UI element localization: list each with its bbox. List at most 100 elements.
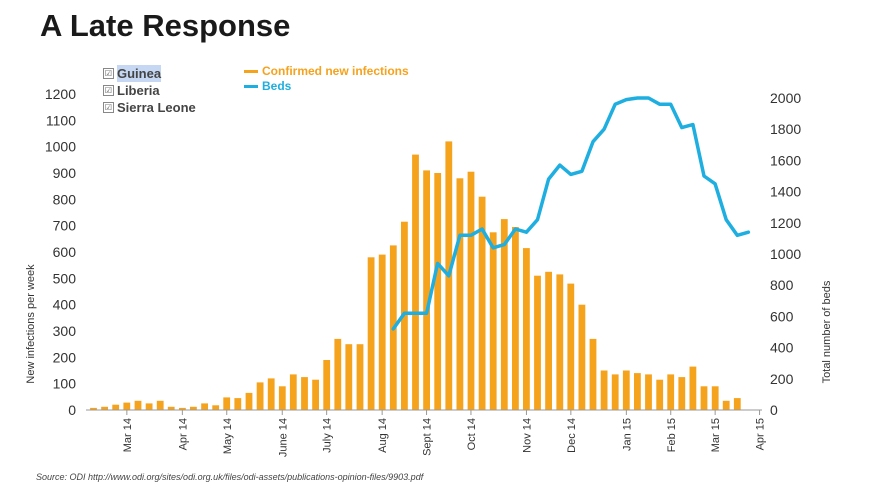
left-y-axis: 0 100 200 300 400 500 600 700 800 900 1000 1100 1200	[45, 86, 76, 418]
y-right-tick-label: 800	[770, 277, 794, 293]
bar	[567, 283, 575, 410]
bar	[179, 407, 186, 410]
legend-label: Beds	[262, 79, 292, 93]
bar	[356, 344, 364, 410]
x-tick-label: Feb 15	[666, 418, 678, 452]
bar	[134, 400, 142, 410]
x-tick-label: Dec 14	[566, 418, 578, 453]
y-right-tick-label: 400	[770, 340, 794, 356]
x-tick-label: Oct 14	[466, 418, 478, 450]
y-left-tick-label: 800	[53, 191, 77, 207]
bar	[434, 173, 442, 410]
filter-sierra-leone[interactable]: ☑ Sierra Leone	[103, 99, 196, 116]
bar	[523, 248, 530, 410]
bar	[456, 178, 464, 410]
y-left-tick-label: 1200	[45, 86, 76, 102]
bar	[611, 374, 619, 410]
bar	[267, 378, 275, 410]
bar	[500, 219, 508, 410]
bar	[278, 386, 286, 410]
right-axis-label: Total number of beds	[821, 280, 833, 383]
bar	[600, 370, 608, 410]
y-right-tick-label: 1800	[770, 121, 801, 137]
x-tick-label: June 14	[277, 418, 289, 457]
x-tick-label: July 14	[322, 418, 334, 453]
bar	[256, 382, 264, 410]
x-tick-label: Sept 14	[422, 418, 434, 456]
bar	[622, 370, 630, 410]
line-series	[391, 96, 751, 331]
bar	[334, 338, 342, 410]
y-left-tick-label: 400	[53, 297, 77, 313]
y-left-tick-label: 900	[53, 165, 77, 181]
bar	[412, 154, 419, 410]
legend-swatch	[244, 85, 258, 88]
x-tick-label: Aug 14	[377, 418, 389, 453]
bar	[722, 400, 730, 410]
bar	[112, 404, 120, 410]
y-left-tick-label: 0	[68, 402, 76, 418]
country-filter: ☑ Guinea ☑ Liberia ☑ Sierra Leone	[103, 65, 196, 116]
x-tick-label: May 14	[222, 418, 234, 454]
y-left-tick-label: 500	[53, 270, 77, 286]
bar	[201, 403, 208, 410]
bar	[689, 366, 697, 410]
x-tick-label: Mar 14	[122, 418, 134, 452]
bar	[656, 379, 664, 410]
y-left-tick-label: 100	[53, 376, 77, 392]
legend-item-infections: Confirmed new infections	[244, 64, 409, 79]
bar	[190, 406, 197, 410]
filter-liberia[interactable]: ☑ Liberia	[103, 82, 196, 99]
x-axis: Mar 14 Apr 14 May 14 June 14 July 14 Aug 14 Se…	[122, 410, 767, 457]
bar	[700, 386, 708, 410]
y-left-tick-label: 300	[53, 323, 77, 339]
y-left-tick-label: 1100	[46, 112, 76, 128]
bar	[301, 377, 308, 410]
bar	[512, 227, 519, 410]
bar	[245, 392, 253, 410]
y-right-tick-label: 1000	[770, 246, 801, 262]
left-axis-label: New infections per week	[25, 264, 37, 384]
y-right-tick-label: 2000	[770, 90, 801, 106]
chart-title: A Late Response	[40, 8, 291, 43]
bar	[90, 407, 97, 410]
bar	[678, 377, 686, 410]
checkbox-icon[interactable]: ☑	[103, 102, 114, 113]
bar	[378, 254, 386, 410]
bar	[223, 397, 231, 410]
y-right-tick-label: 1600	[770, 152, 801, 168]
y-left-tick-label: 600	[53, 244, 77, 260]
filter-label: Sierra Leone	[117, 100, 196, 115]
bar	[234, 398, 242, 410]
bar	[711, 386, 719, 410]
bar	[645, 374, 652, 410]
filter-label: Liberia	[117, 83, 160, 98]
bar	[367, 257, 375, 410]
source-note: Source: ODI http://www.odi.org/sites/odi…	[36, 472, 424, 482]
filter-label: Guinea	[117, 65, 162, 82]
bar	[733, 398, 741, 410]
x-tick-label: Mar 15	[710, 418, 722, 452]
legend-item-beds: Beds	[244, 79, 409, 94]
x-tick-label: Apr 15	[755, 418, 767, 450]
bar	[634, 373, 641, 410]
right-y-axis: 0 200 400 600 800 1000 1200 1400 1600 1800 2000	[770, 90, 801, 418]
y-left-tick-label: 700	[53, 218, 77, 234]
checkbox-icon[interactable]: ☑	[103, 68, 114, 79]
legend-swatch	[244, 70, 258, 73]
bar	[489, 232, 497, 411]
bar	[589, 338, 597, 410]
bar	[423, 170, 430, 410]
checkbox-icon[interactable]: ☑	[103, 85, 114, 96]
x-tick-label: Jan 15	[621, 418, 633, 451]
legend-label: Confirmed new infections	[262, 64, 409, 78]
bar	[345, 344, 353, 410]
bar	[534, 275, 541, 410]
x-tick-label: Nov 14	[521, 418, 533, 453]
filter-guinea[interactable]: ☑ Guinea	[103, 65, 196, 82]
bar	[323, 360, 331, 410]
bar	[289, 374, 297, 410]
bar	[312, 379, 319, 410]
bar	[667, 374, 675, 410]
